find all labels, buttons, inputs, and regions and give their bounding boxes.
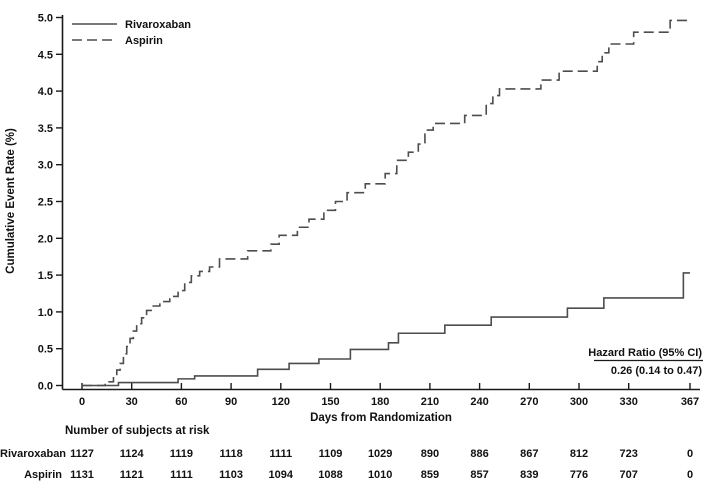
- risk-row-label-aspirin: Aspirin: [24, 469, 62, 481]
- axes: 0.0 0.5 1.0 1.5 2.0 2.5 3.0 3.5 4.0 4.5 5.0 0 30 60 90…: [38, 13, 700, 408]
- y-tick-label: 1.0: [38, 307, 53, 319]
- risk-value: 867: [520, 448, 539, 460]
- risk-value: 1010: [367, 469, 393, 481]
- risk-value: 1109: [318, 448, 343, 460]
- risk-value: 839: [520, 469, 539, 481]
- y-tick-label: 0.0: [38, 381, 53, 393]
- y-tick-label: 2.0: [38, 233, 53, 245]
- y-tick-label: 0.5: [38, 344, 53, 356]
- x-tick-label: 150: [321, 396, 339, 408]
- risk-value: 776: [569, 469, 589, 481]
- risk-value: 890: [420, 448, 440, 460]
- curve-rivaroxaban: [82, 272, 690, 387]
- hazard-ratio-title: Hazard Ratio (95% CI): [588, 347, 702, 359]
- x-tick-label: 180: [371, 396, 389, 408]
- risk-value: 1094: [268, 469, 294, 481]
- y-tick-label: 4.5: [38, 49, 53, 61]
- legend: Rivaroxaban Aspirin: [72, 19, 191, 47]
- y-tick-label: 4.0: [38, 86, 53, 98]
- x-tick-label: 0: [79, 396, 85, 408]
- risk-value: 0: [686, 448, 694, 460]
- hazard-ratio-value: 0.26 (0.14 to 0.47): [611, 365, 702, 377]
- curve-aspirin: [82, 19, 690, 387]
- x-tick-label: 367: [681, 396, 699, 408]
- risk-value: 812: [569, 448, 589, 460]
- risk-value: 886: [470, 448, 489, 460]
- risk-value: 707: [619, 469, 638, 481]
- hazard-ratio-annotation: Hazard Ratio (95% CI) 0.26 (0.14 to 0.47…: [588, 347, 703, 377]
- risk-value: 0: [686, 469, 694, 481]
- risk-row-label-rivaroxaban: Rivaroxaban: [0, 448, 67, 460]
- y-tick-label: 1.5: [38, 270, 53, 282]
- risk-value: 1111: [170, 469, 193, 481]
- legend-label-aspirin: Aspirin: [125, 35, 163, 47]
- x-tick-label: 300: [570, 396, 588, 408]
- risk-value: 857: [470, 469, 489, 481]
- risk-table-title: Number of subjects at risk: [65, 425, 210, 437]
- risk-value: 1124: [119, 448, 144, 460]
- risk-value: 1119: [169, 448, 194, 460]
- risk-value: 1131: [70, 469, 94, 481]
- y-tick-label: 5.0: [38, 13, 53, 25]
- y-tick-label: 3.5: [38, 123, 53, 135]
- y-tick-label: 2.5: [38, 197, 53, 209]
- y-axis-title: Cumulative Event Rate (%): [5, 128, 17, 274]
- x-tick-label: 90: [225, 396, 237, 408]
- legend-label-rivaroxaban: Rivaroxaban: [125, 19, 191, 31]
- x-tick-label: 120: [272, 396, 290, 408]
- risk-value: 1118: [219, 448, 243, 460]
- survival-curves: [82, 19, 690, 387]
- x-tick-label: 30: [126, 396, 138, 408]
- risk-value: 1088: [318, 469, 343, 481]
- y-tick-label: 3.0: [38, 160, 53, 172]
- x-tick-label: 60: [175, 396, 187, 408]
- risk-value: 723: [619, 448, 638, 460]
- km-chart: 0.0 0.5 1.0 1.5 2.0 2.5 3.0 3.5 4.0 4.5 5.0 0 30 60 90…: [5, 13, 703, 424]
- x-tick-label: 330: [620, 396, 638, 408]
- risk-value: 1111: [269, 448, 293, 460]
- risk-value: 1103: [219, 469, 244, 481]
- x-tick-label: 270: [520, 396, 538, 408]
- risk-value: 1029: [367, 448, 393, 460]
- risk-value: 1127: [70, 448, 94, 460]
- x-axis-title: Days from Randomization: [310, 412, 452, 424]
- risk-value: 859: [420, 469, 440, 481]
- risk-value: 1121: [119, 469, 144, 481]
- x-tick-label: 240: [470, 396, 488, 408]
- x-tick-label: 210: [421, 396, 439, 408]
